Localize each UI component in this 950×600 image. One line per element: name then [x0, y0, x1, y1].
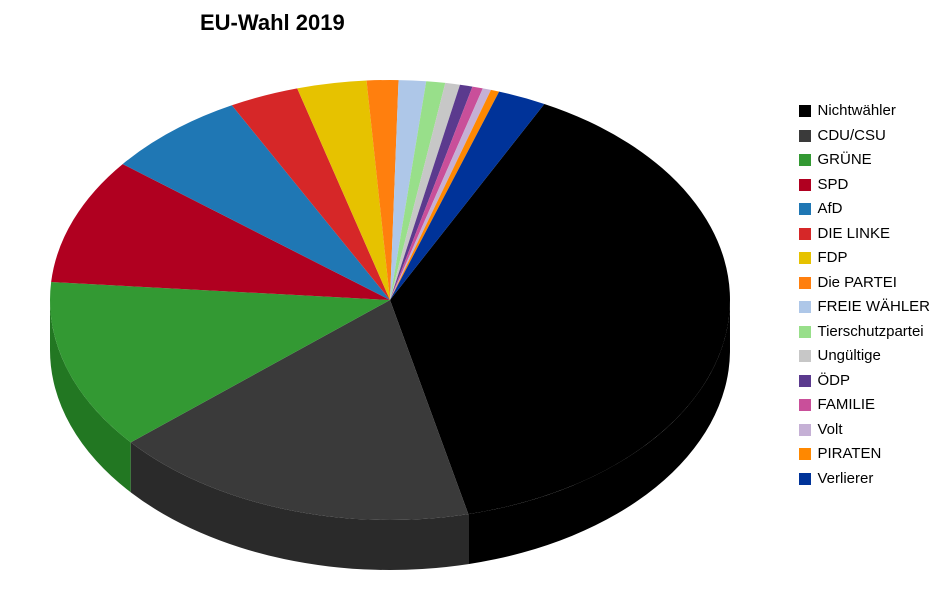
legend-label: CDU/CSU — [817, 125, 885, 148]
legend-item: DIE LINKE — [799, 223, 930, 246]
legend-label: Die PARTEI — [817, 272, 896, 295]
legend-item: Nichtwähler — [799, 100, 930, 123]
legend-item: Die PARTEI — [799, 272, 930, 295]
legend-swatch — [799, 424, 811, 436]
legend-label: GRÜNE — [817, 149, 871, 172]
legend-item: GRÜNE — [799, 149, 930, 172]
legend-label: PIRATEN — [817, 443, 881, 466]
legend-swatch — [799, 399, 811, 411]
legend-label: Tierschutzpartei — [817, 321, 923, 344]
legend-swatch — [799, 301, 811, 313]
legend-item: FAMILIE — [799, 394, 930, 417]
legend-swatch — [799, 326, 811, 338]
legend-label: Volt — [817, 419, 842, 442]
legend-item: Tierschutzpartei — [799, 321, 930, 344]
legend-swatch — [799, 375, 811, 387]
legend: NichtwählerCDU/CSUGRÜNESPDAfDDIE LINKEFD… — [799, 100, 930, 492]
chart-title: EU-Wahl 2019 — [200, 10, 345, 36]
legend-label: FAMILIE — [817, 394, 875, 417]
legend-swatch — [799, 154, 811, 166]
legend-label: Nichtwähler — [817, 100, 895, 123]
pie-chart — [30, 50, 750, 580]
legend-swatch — [799, 179, 811, 191]
legend-swatch — [799, 473, 811, 485]
legend-swatch — [799, 105, 811, 117]
legend-swatch — [799, 130, 811, 142]
legend-item: FREIE WÄHLER — [799, 296, 930, 319]
legend-swatch — [799, 448, 811, 460]
legend-swatch — [799, 350, 811, 362]
legend-item: CDU/CSU — [799, 125, 930, 148]
legend-swatch — [799, 252, 811, 264]
legend-item: Ungültige — [799, 345, 930, 368]
legend-label: SPD — [817, 174, 848, 197]
legend-swatch — [799, 228, 811, 240]
legend-swatch — [799, 203, 811, 215]
legend-label: Ungültige — [817, 345, 880, 368]
legend-item: Volt — [799, 419, 930, 442]
legend-label: DIE LINKE — [817, 223, 890, 246]
legend-item: AfD — [799, 198, 930, 221]
legend-label: AfD — [817, 198, 842, 221]
legend-item: PIRATEN — [799, 443, 930, 466]
legend-swatch — [799, 277, 811, 289]
legend-label: Verlierer — [817, 468, 873, 491]
legend-item: SPD — [799, 174, 930, 197]
legend-item: Verlierer — [799, 468, 930, 491]
legend-item: FDP — [799, 247, 930, 270]
legend-label: FDP — [817, 247, 847, 270]
legend-label: FREIE WÄHLER — [817, 296, 930, 319]
legend-label: ÖDP — [817, 370, 850, 393]
legend-item: ÖDP — [799, 370, 930, 393]
